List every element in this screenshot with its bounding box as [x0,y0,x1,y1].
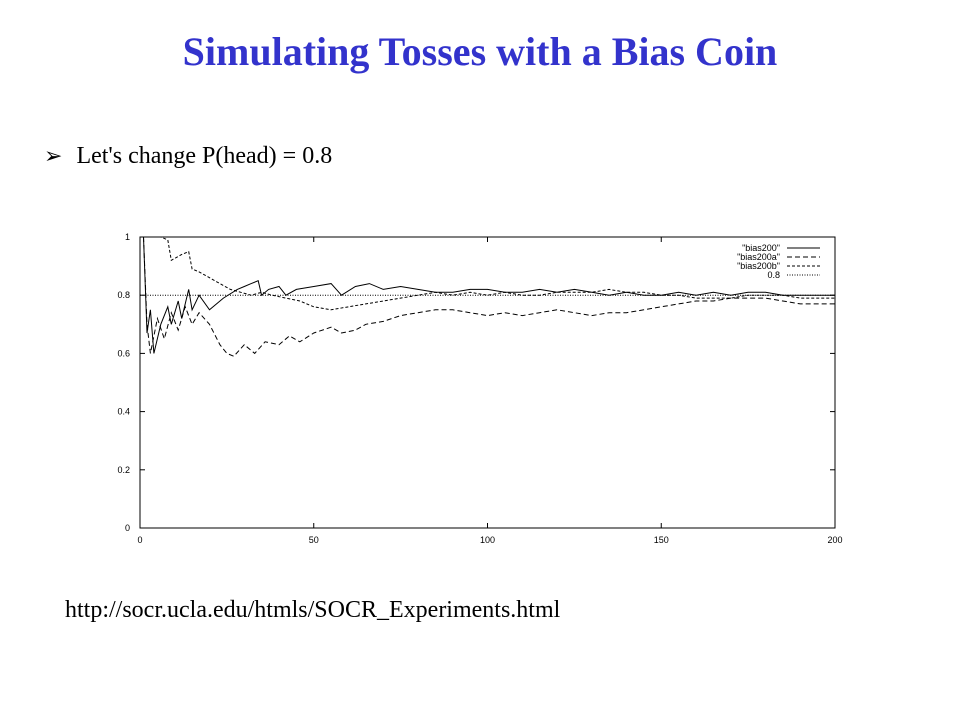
chart-container: 0 50 100 150 200 0 0.2 0.4 0.6 0.8 1 "bias200" "bia… [100,222,860,557]
legend-label: 0.8 [767,270,780,280]
bullet-item: ➢ Let's change P(head) = 0.8 [44,138,332,174]
legend-label: "bias200a" [737,252,780,262]
plot-frame [139,236,836,529]
y-tick-label: 0.8 [117,290,130,300]
x-tick-label: 200 [827,535,842,545]
x-tick-label: 100 [480,535,495,545]
series-line-2 [143,236,835,311]
legend-label: "bias200b" [737,261,780,271]
y-tick-label: 0.4 [117,407,130,417]
x-tick-label: 50 [309,535,319,545]
legend-label: "bias200" [742,243,780,253]
y-tick-label: 0.2 [117,465,130,475]
y-tick-label: 0 [125,523,130,533]
x-tick-label: 150 [654,535,669,545]
series-line-1 [143,236,835,357]
x-tick-label: 0 [137,535,142,545]
bullet-text: Let's change P(head) = 0.8 [76,142,333,169]
y-tick-label: 1 [125,232,130,242]
slide-title: Simulating Tosses with a Bias Coin [182,29,778,74]
series-line-0 [143,236,835,354]
source-url[interactable]: http://socr.ucla.edu/htmls/SOCR_Experime… [65,597,561,623]
y-tick-label: 0.6 [117,348,130,358]
arrow-bullet-icon: ➢ [44,143,63,168]
